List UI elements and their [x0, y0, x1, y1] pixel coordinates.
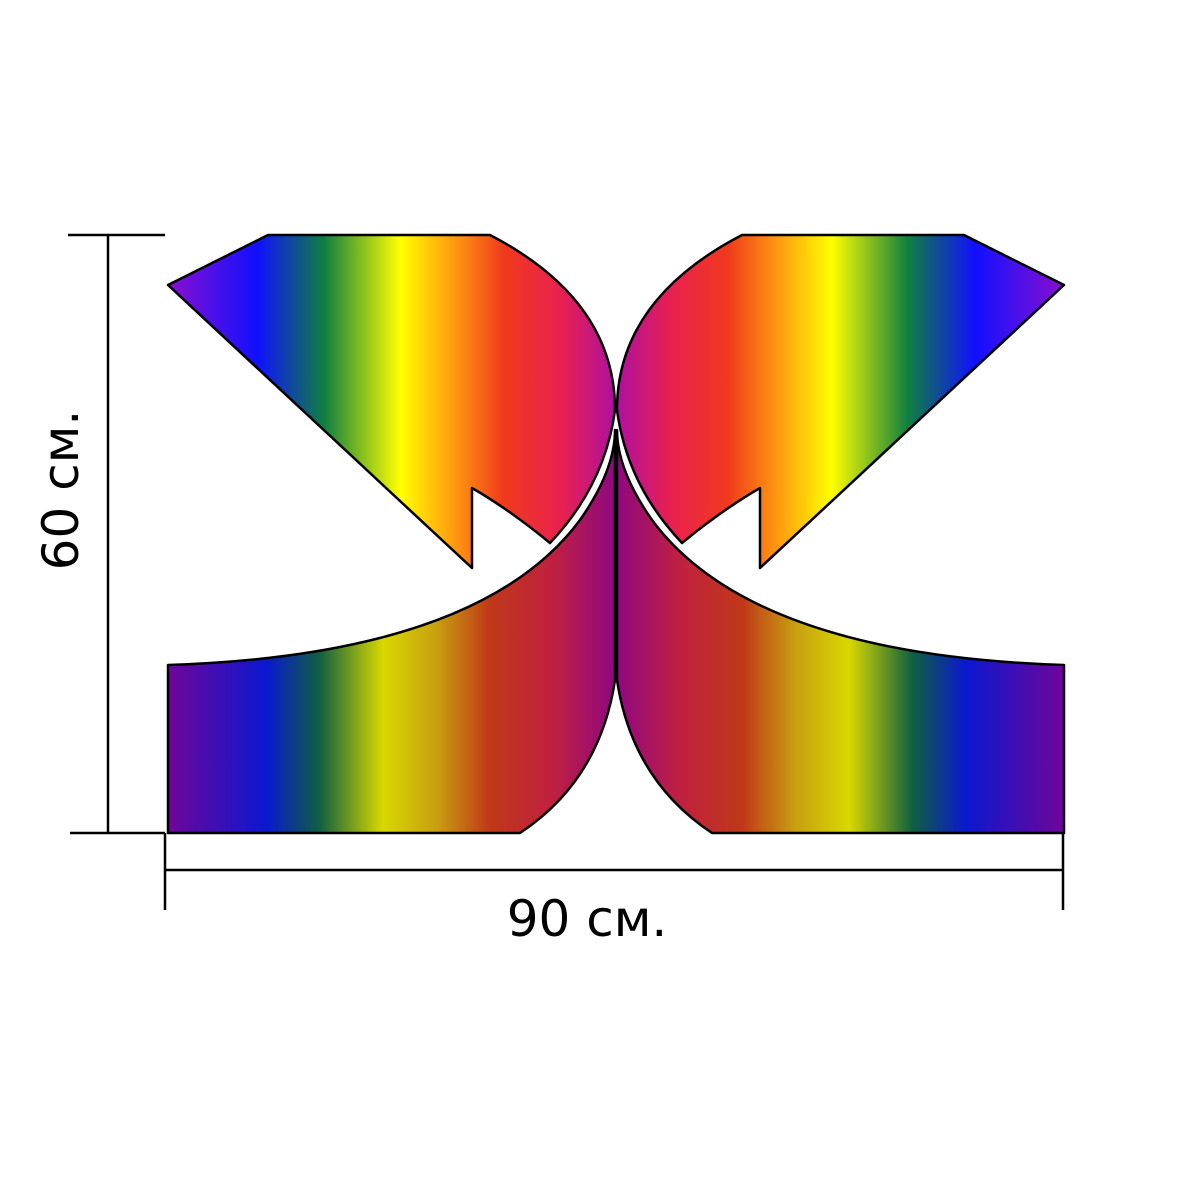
width-dimension: 90 см. — [163, 833, 1065, 948]
width-label: 90 см. — [507, 890, 668, 948]
upper-right-wing — [615, 233, 1066, 570]
height-label: 60 см. — [32, 410, 90, 571]
right-half — [615, 233, 1066, 835]
left-half — [166, 233, 617, 835]
height-dimension: 60 см. — [32, 233, 165, 835]
upper-left-wing — [166, 233, 617, 570]
lower-right-wing — [615, 428, 1066, 835]
lower-left-wing — [166, 428, 617, 835]
